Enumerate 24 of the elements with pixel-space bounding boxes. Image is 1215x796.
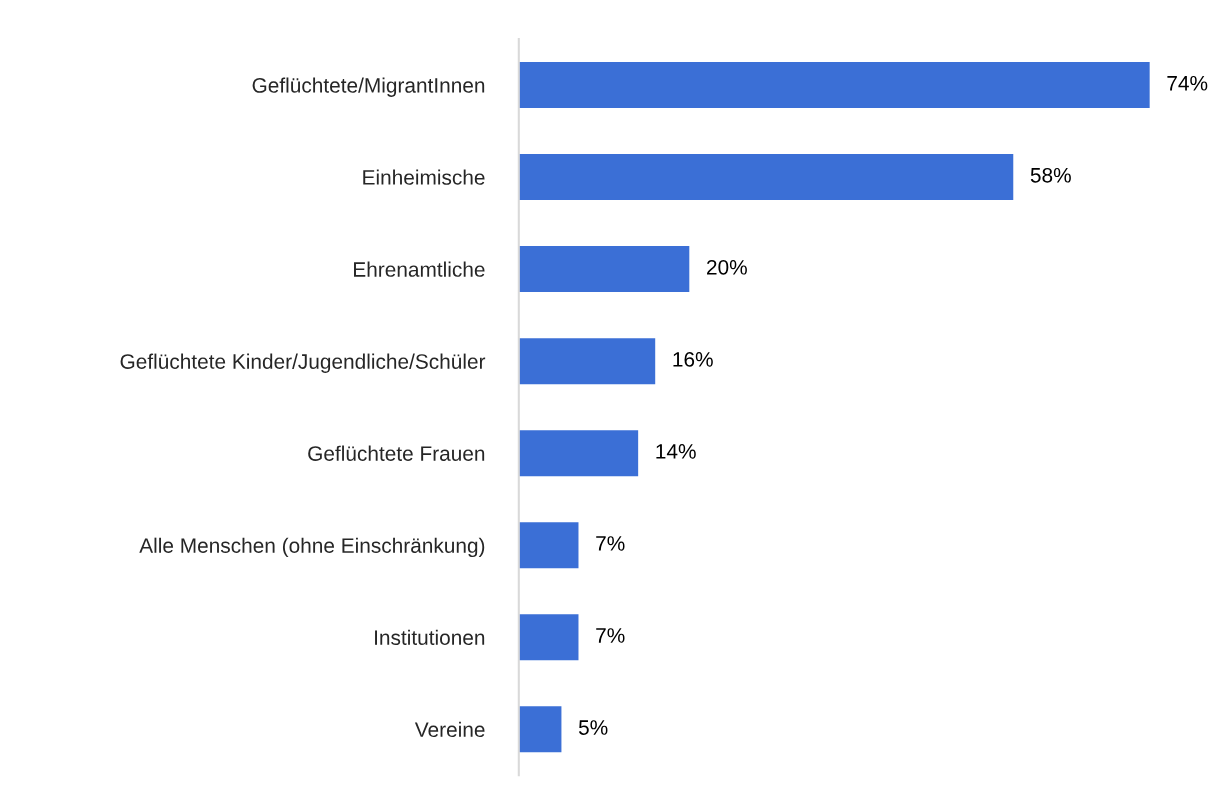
data-label: 7% [596, 536, 625, 551]
y-tick-label: Ehrenamtliche [354, 261, 485, 277]
bar [518, 62, 1150, 109]
bar [518, 154, 1014, 201]
y-tick-label: Geflüchtete Kinder/Jugendliche/Schüler [120, 353, 486, 374]
bar [518, 614, 579, 661]
y-tick-label: Geflüchtete/MigrantInnen [252, 77, 485, 97]
data-label: 16% [673, 351, 713, 367]
y-tick-label: Alle Menschen (ohne Einschränkung) [139, 537, 485, 558]
bar [518, 430, 639, 477]
y-tick-label: Vereine [414, 721, 485, 738]
bar [518, 246, 690, 293]
y-tick-label: Geflüchtete Frauen [308, 445, 485, 461]
data-label: 58% [1030, 167, 1071, 183]
bar [518, 706, 562, 753]
data-label: 7% [596, 628, 625, 643]
y-tick-label: Einheimische [363, 169, 485, 185]
data-label: 74% [1167, 75, 1208, 91]
data-label: 14% [656, 444, 696, 459]
data-label: 5% [578, 720, 608, 735]
y-tick-label: Institutionen [375, 629, 485, 645]
data-label: 20% [707, 259, 747, 275]
bar [518, 522, 579, 569]
bar [518, 338, 656, 385]
